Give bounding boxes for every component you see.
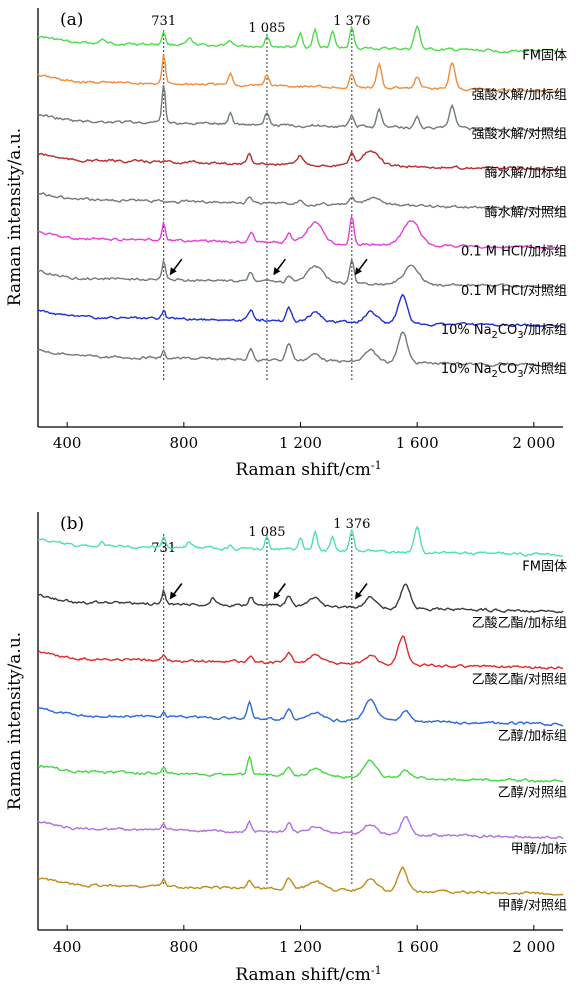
series-line bbox=[37, 293, 564, 328]
series-line bbox=[37, 192, 564, 211]
arrow bbox=[172, 258, 183, 272]
arrow bbox=[357, 258, 368, 272]
series-line bbox=[37, 150, 564, 172]
series-line bbox=[37, 85, 564, 133]
reference-line-label: 1 376 bbox=[333, 517, 370, 532]
series-label: 乙酸乙酯/加标组 bbox=[472, 616, 567, 631]
arrow-head bbox=[273, 267, 281, 276]
arrow-head bbox=[355, 267, 362, 276]
panel-label: (b) bbox=[60, 514, 84, 534]
series-label: 甲醇/对照组 bbox=[498, 897, 567, 913]
x-tick-label: 1 200 bbox=[279, 434, 322, 452]
series-label: 乙酸乙酯/对照组 bbox=[472, 672, 567, 687]
arrow bbox=[275, 583, 286, 596]
series-line bbox=[37, 258, 564, 289]
panel-label: (a) bbox=[60, 10, 83, 30]
x-tick-label: 800 bbox=[170, 938, 199, 956]
series-line bbox=[37, 24, 564, 54]
arrow bbox=[172, 583, 183, 596]
reference-line-label: 1 376 bbox=[333, 14, 370, 29]
series-label: 10% Na2CO3/对照组 bbox=[441, 362, 567, 380]
panel-b: 400 800 1 200 1 600 2 000 Raman shift/cm-1 Ram… bbox=[5, 512, 567, 985]
series-line bbox=[37, 583, 564, 614]
series-label: 乙醇/加标组 bbox=[498, 728, 567, 744]
series-line bbox=[37, 525, 564, 557]
arrow bbox=[275, 258, 286, 272]
x-axis-title: Raman shift/cm-1 bbox=[235, 459, 381, 480]
series-label: 强酸水解/加标组 bbox=[472, 88, 567, 103]
series-label: 0.1 M HCl/对照组 bbox=[461, 284, 567, 299]
x-tick-label: 400 bbox=[53, 434, 82, 452]
series-label: 0.1 M HCl/加标组 bbox=[461, 245, 567, 260]
series-label: 10% Na2CO3/加标组 bbox=[441, 323, 567, 341]
series-label: FM固体 bbox=[522, 559, 567, 574]
series-label: FM固体 bbox=[522, 49, 567, 64]
series-line bbox=[37, 865, 564, 896]
series-label: 甲醇/加标 bbox=[511, 841, 567, 857]
x-axis-title: Raman shift/cm-1 bbox=[235, 964, 381, 985]
reference-line-label: 1 085 bbox=[248, 21, 285, 36]
arrow-head bbox=[169, 267, 177, 276]
reference-line-label: 731 bbox=[151, 541, 176, 556]
x-tick-label: 400 bbox=[53, 938, 82, 956]
arrow bbox=[357, 583, 368, 596]
series-line bbox=[37, 635, 564, 670]
reference-line-label: 731 bbox=[151, 14, 176, 29]
series-line bbox=[37, 755, 564, 783]
series-line bbox=[37, 816, 564, 840]
arrow-head bbox=[273, 591, 281, 600]
arrow-head bbox=[169, 591, 177, 600]
x-tick-label: 1 200 bbox=[279, 938, 322, 956]
series-line bbox=[37, 214, 564, 250]
series-line bbox=[37, 331, 564, 368]
x-tick-label: 1 600 bbox=[396, 434, 439, 452]
series-label: 强酸水解/对照组 bbox=[472, 127, 567, 142]
series-label: 酶水解/加标组 bbox=[485, 165, 567, 181]
x-tick-label: 1 600 bbox=[396, 938, 439, 956]
arrow-head bbox=[355, 591, 362, 600]
panel-a: 400 800 1 200 1 600 2 000 Raman shift/cm-1 Ram… bbox=[5, 8, 567, 480]
x-tick-label: 800 bbox=[170, 434, 199, 452]
series-line bbox=[37, 698, 564, 727]
y-axis-title: Raman intensity/a.u. bbox=[5, 128, 25, 306]
series-line bbox=[37, 54, 564, 93]
x-tick-label: 2 000 bbox=[512, 434, 555, 452]
series-label: 酶水解/对照组 bbox=[485, 204, 567, 220]
y-axis-title: Raman intensity/a.u. bbox=[5, 632, 25, 810]
series-label: 乙醇/对照组 bbox=[498, 784, 567, 800]
x-tick-label: 2 000 bbox=[512, 938, 555, 956]
reference-line-label: 1 085 bbox=[248, 525, 285, 540]
